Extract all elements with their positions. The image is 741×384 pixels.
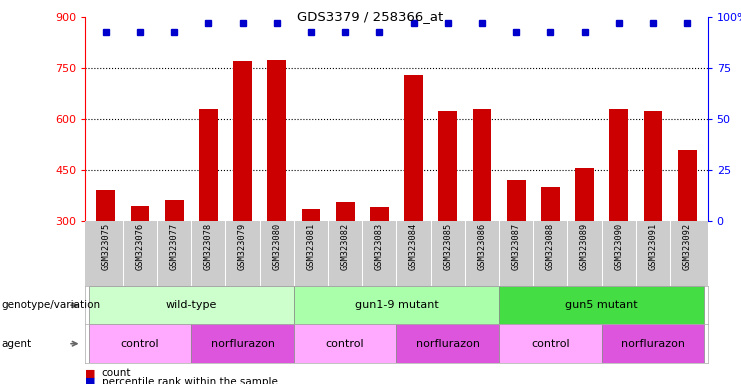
Text: GSM323082: GSM323082 (341, 223, 350, 270)
Bar (294, 286, 499, 324)
Bar (396, 324, 499, 363)
Bar (507, 180, 525, 221)
Text: GSM323085: GSM323085 (443, 223, 452, 270)
Bar (96, 190, 115, 221)
Text: norflurazon: norflurazon (621, 339, 685, 349)
Bar (575, 168, 594, 221)
Text: GSM323091: GSM323091 (648, 223, 657, 270)
Text: gun1-9 mutant: gun1-9 mutant (354, 300, 439, 310)
Bar (473, 109, 491, 221)
Bar (541, 187, 559, 221)
Text: percentile rank within the sample: percentile rank within the sample (102, 377, 277, 384)
Bar (370, 207, 389, 221)
Bar (191, 324, 294, 363)
Bar (89, 324, 191, 363)
Text: GSM323080: GSM323080 (272, 223, 282, 270)
Bar (302, 209, 320, 221)
Bar (499, 324, 602, 363)
Text: norflurazon: norflurazon (416, 339, 479, 349)
Text: GSM323076: GSM323076 (136, 223, 144, 270)
Bar (643, 111, 662, 221)
Text: GSM323079: GSM323079 (238, 223, 247, 270)
Text: GSM323089: GSM323089 (580, 223, 589, 270)
Text: control: control (326, 339, 365, 349)
Text: ■: ■ (85, 368, 96, 378)
Text: GSM323081: GSM323081 (307, 223, 316, 270)
Bar (268, 60, 286, 221)
Text: GSM323078: GSM323078 (204, 223, 213, 270)
Text: GSM323087: GSM323087 (511, 223, 521, 270)
Bar (678, 150, 697, 221)
Text: GSM323083: GSM323083 (375, 223, 384, 270)
Text: count: count (102, 368, 131, 378)
Bar (404, 75, 423, 221)
Text: GSM323088: GSM323088 (546, 223, 555, 270)
Bar (89, 286, 294, 324)
Bar (499, 286, 704, 324)
Bar (439, 111, 457, 221)
Text: control: control (121, 339, 159, 349)
Bar (336, 202, 354, 221)
Bar (609, 109, 628, 221)
Text: GDS3379 / 258366_at: GDS3379 / 258366_at (297, 10, 444, 23)
Bar (199, 109, 218, 221)
Text: GSM323084: GSM323084 (409, 223, 418, 270)
Text: GSM323077: GSM323077 (170, 223, 179, 270)
Text: genotype/variation: genotype/variation (1, 300, 101, 310)
Text: control: control (531, 339, 570, 349)
Text: gun5 mutant: gun5 mutant (565, 300, 638, 310)
Bar (602, 324, 704, 363)
Text: ■: ■ (85, 377, 96, 384)
Text: wild-type: wild-type (165, 300, 217, 310)
Bar (294, 324, 396, 363)
Text: GSM323086: GSM323086 (477, 223, 486, 270)
Text: agent: agent (1, 339, 32, 349)
Bar (130, 205, 150, 221)
Text: norflurazon: norflurazon (210, 339, 274, 349)
Bar (233, 61, 252, 221)
Text: GSM323090: GSM323090 (614, 223, 623, 270)
Bar (165, 200, 184, 221)
Text: GSM323092: GSM323092 (682, 223, 691, 270)
Text: GSM323075: GSM323075 (102, 223, 110, 270)
